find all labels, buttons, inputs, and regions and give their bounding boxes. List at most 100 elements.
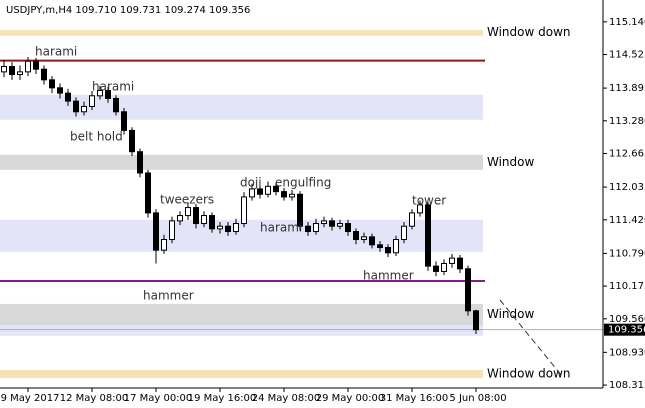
y-tick-label: 111.420 — [609, 215, 645, 226]
candle-body — [345, 223, 351, 233]
zone-label: Window — [487, 307, 535, 321]
candle-body — [225, 225, 231, 233]
pattern-label: hammer — [363, 269, 414, 283]
candle-body — [305, 225, 311, 233]
pattern-label: tweezers — [160, 193, 214, 207]
candle-body — [233, 223, 239, 233]
candle-body — [393, 239, 399, 254]
candle-body — [425, 204, 431, 267]
candle-body — [153, 212, 159, 251]
zone-label: Window down — [487, 366, 571, 380]
y-tick-label: 113.895 — [609, 83, 645, 94]
candle-body — [417, 204, 423, 214]
candle-body — [33, 60, 39, 70]
x-tick-label: 24 May 08:00 — [252, 393, 321, 404]
pattern-label: belt hold — [70, 130, 123, 144]
candle-body — [105, 89, 111, 99]
candle-body — [9, 66, 15, 76]
candle-body — [257, 188, 263, 195]
candle-body — [17, 71, 23, 76]
candle-body — [161, 239, 167, 251]
candle-body — [121, 111, 127, 131]
y-tick-label: 108.315 — [609, 380, 645, 391]
candle-body — [89, 95, 95, 107]
candle-body — [209, 215, 215, 230]
candle-body — [329, 220, 335, 227]
x-tick-label: 19 May 16:00 — [188, 393, 257, 404]
arrow-line — [499, 299, 563, 377]
y-tick-label: 110.790 — [609, 248, 645, 259]
candle-body — [377, 244, 383, 248]
y-tick-label: 110.175 — [609, 281, 645, 292]
candle-body — [113, 97, 119, 113]
candle-body — [65, 92, 71, 102]
y-tick-label: 113.280 — [609, 116, 645, 127]
candle-body — [401, 225, 407, 241]
x-tick-label: 29 May 00:00 — [316, 393, 385, 404]
candle-body — [49, 79, 55, 89]
candle-body — [185, 207, 191, 217]
candle-body — [321, 220, 327, 225]
zone — [0, 325, 483, 336]
candle-body — [353, 231, 359, 241]
candle-body — [337, 223, 343, 227]
price-label: 109.356 — [608, 325, 645, 336]
candle-body — [177, 215, 183, 222]
y-tick-label: 114.525 — [609, 50, 645, 61]
candle-body — [265, 185, 271, 195]
x-tick-label: 5 Jun 08:00 — [449, 393, 506, 404]
candle-body — [1, 66, 7, 73]
pattern-label: harami — [35, 45, 77, 59]
zone — [0, 369, 483, 378]
pattern-label: tower — [412, 194, 446, 208]
candle-body — [465, 268, 471, 312]
candle-body — [241, 196, 247, 225]
x-tick-label: 12 May 08:00 — [60, 393, 129, 404]
candle-body — [57, 87, 63, 94]
candle-body — [409, 212, 415, 227]
candle-body — [297, 193, 303, 227]
zone — [0, 154, 483, 170]
zone — [0, 94, 483, 120]
candle-body — [73, 100, 79, 113]
y-tick-label: 112.665 — [609, 149, 645, 160]
candle-body — [81, 105, 87, 113]
candle-body — [137, 151, 143, 174]
candle-body — [433, 265, 439, 272]
x-tick-label: 31 May 16:00 — [380, 393, 449, 404]
y-tick-label: 112.035 — [609, 182, 645, 193]
candle-body — [145, 172, 151, 214]
y-tick-label: 108.930 — [609, 347, 645, 358]
pattern-label: doji — [240, 176, 262, 190]
zone — [0, 29, 483, 36]
zone-label: Window down — [487, 25, 571, 39]
candle-body — [249, 188, 255, 198]
x-tick-label: 9 May 2017 — [1, 393, 60, 404]
candle-body — [129, 129, 135, 153]
y-tick-label: 115.140 — [609, 17, 645, 28]
y-tick-label: 109.560 — [609, 314, 645, 325]
candle-body — [41, 68, 47, 81]
x-tick-label: 17 May 00:00 — [124, 393, 193, 404]
candle-body — [25, 60, 31, 73]
pattern-label: hammer — [143, 289, 194, 303]
candle-body — [313, 223, 319, 233]
price-box — [604, 323, 645, 336]
candle-body — [473, 310, 479, 331]
candle-body — [281, 191, 287, 198]
pattern-label: engulfing — [275, 176, 331, 190]
zone-label: Window — [487, 155, 535, 169]
candle-body — [201, 215, 207, 225]
candle-body — [217, 225, 223, 230]
pattern-label: harami — [92, 80, 134, 94]
zone — [0, 303, 483, 326]
candle-body — [441, 262, 447, 272]
candle-body — [449, 257, 455, 264]
candle-body — [97, 89, 103, 97]
candle-body — [361, 236, 367, 241]
candle-body — [169, 220, 175, 241]
candle-body — [369, 236, 375, 246]
candle-body — [457, 257, 463, 270]
